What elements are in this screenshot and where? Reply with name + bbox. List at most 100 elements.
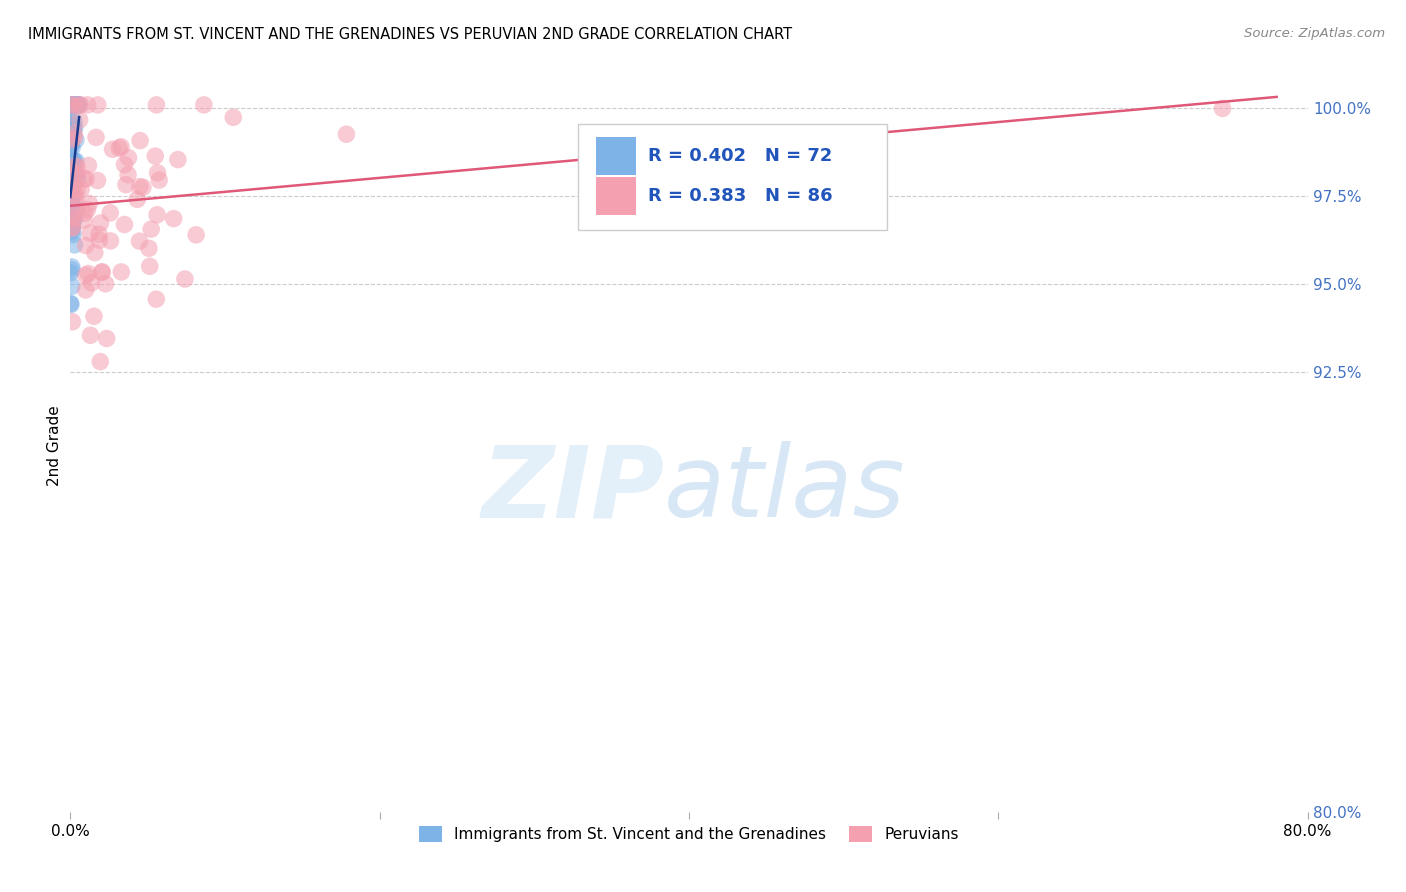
Point <box>100 234 122 248</box>
Point <box>62 98 84 112</box>
Point <box>145 98 167 112</box>
Point <box>59 191 82 205</box>
Point <box>62 98 84 112</box>
Point <box>60 128 83 142</box>
Point <box>60 260 83 274</box>
Point <box>60 196 83 211</box>
Point <box>91 265 114 279</box>
Point <box>63 188 86 202</box>
Point <box>60 115 83 129</box>
Point <box>59 169 82 184</box>
Point <box>110 140 132 154</box>
Point <box>101 142 124 156</box>
Point <box>62 118 84 132</box>
Point <box>60 133 83 147</box>
Point <box>63 130 86 145</box>
Point <box>75 171 97 186</box>
Point <box>83 310 105 324</box>
FancyBboxPatch shape <box>578 124 887 230</box>
Point <box>59 157 82 171</box>
Point <box>146 208 169 222</box>
Point <box>60 156 83 170</box>
Point <box>139 260 162 274</box>
FancyBboxPatch shape <box>596 177 636 215</box>
Point <box>66 172 89 186</box>
Point <box>60 220 83 235</box>
Point <box>79 328 101 343</box>
Point <box>108 141 131 155</box>
Point <box>60 188 83 202</box>
Point <box>60 211 83 225</box>
Point <box>94 277 117 291</box>
Point <box>77 158 100 172</box>
Point <box>62 220 84 235</box>
Point <box>76 98 98 112</box>
Point <box>59 153 82 168</box>
Point <box>222 111 245 125</box>
Point <box>65 167 87 181</box>
Point <box>75 283 97 297</box>
Point <box>184 227 207 242</box>
Point <box>65 202 87 217</box>
Point <box>84 130 107 145</box>
Point <box>83 245 105 260</box>
Point <box>60 98 83 112</box>
Point <box>60 315 83 329</box>
Point <box>67 98 90 112</box>
Point <box>66 98 89 112</box>
Point <box>62 227 84 242</box>
Point <box>129 134 152 148</box>
Point <box>62 98 84 112</box>
Point <box>148 173 170 187</box>
Point <box>146 166 169 180</box>
Point <box>63 178 86 192</box>
Point <box>60 114 83 128</box>
Point <box>59 154 82 169</box>
Point <box>62 153 84 168</box>
Point <box>62 123 84 137</box>
Point <box>60 190 83 204</box>
Point <box>63 120 86 135</box>
Legend: Immigrants from St. Vincent and the Grenadines, Peruvians: Immigrants from St. Vincent and the Gren… <box>413 820 965 848</box>
Point <box>163 211 186 226</box>
Point <box>79 226 101 240</box>
Point <box>77 267 100 281</box>
Point <box>132 180 155 194</box>
Point <box>89 354 111 368</box>
Point <box>62 153 84 168</box>
Point <box>60 199 83 213</box>
Point <box>90 265 112 279</box>
Point <box>60 215 83 229</box>
Point <box>65 133 87 147</box>
Point <box>62 166 84 180</box>
Point <box>62 165 84 179</box>
Point <box>96 331 118 345</box>
Point <box>63 211 86 226</box>
Point <box>60 128 83 143</box>
Point <box>73 172 96 186</box>
Point <box>79 196 101 211</box>
Point <box>66 168 89 182</box>
Point <box>335 127 357 141</box>
Point <box>60 220 83 235</box>
Point <box>128 179 150 194</box>
Point <box>143 149 166 163</box>
Point <box>128 234 150 248</box>
Point <box>63 187 86 202</box>
Point <box>60 262 83 277</box>
Point <box>110 265 132 279</box>
Point <box>69 112 91 127</box>
Point <box>138 241 160 255</box>
Point <box>141 222 163 236</box>
Point <box>59 185 82 199</box>
Point <box>60 220 83 235</box>
Point <box>59 175 82 189</box>
Point <box>62 211 84 226</box>
Point <box>70 182 93 196</box>
Y-axis label: 2nd Grade: 2nd Grade <box>46 406 62 486</box>
Point <box>62 122 84 136</box>
Point <box>59 178 82 193</box>
Point <box>60 140 83 154</box>
Point <box>63 237 86 252</box>
Point <box>66 160 89 174</box>
